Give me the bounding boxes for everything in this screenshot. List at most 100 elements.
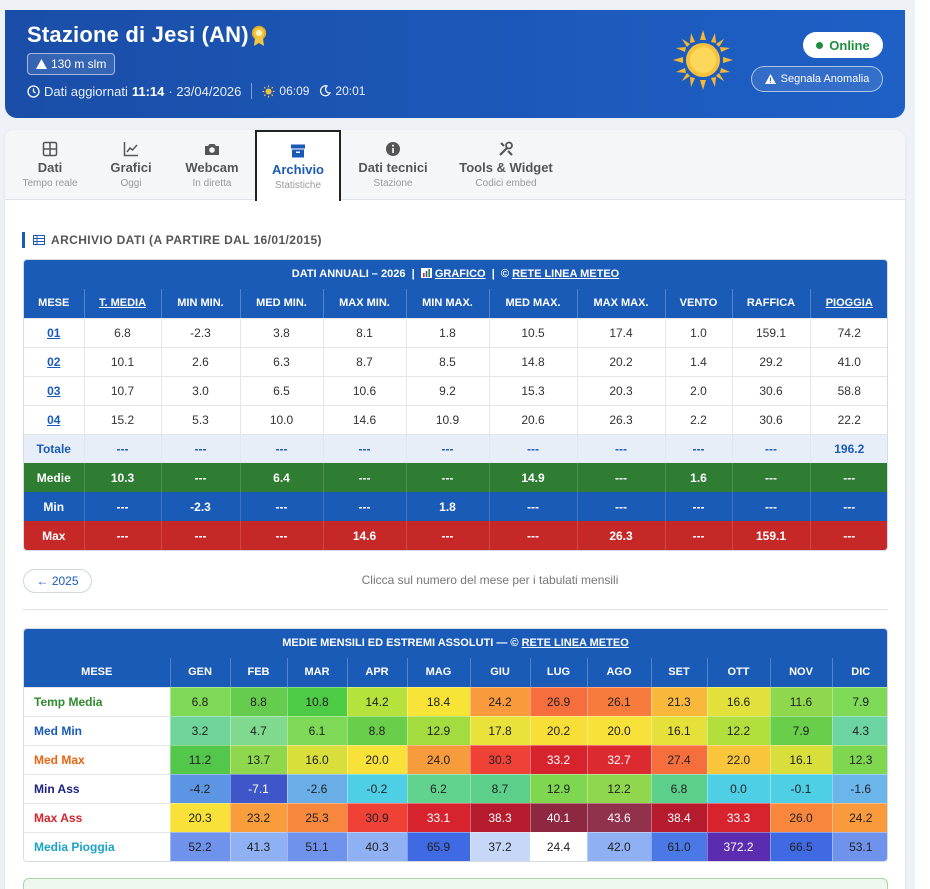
heat-cell: 12.3 [831, 744, 887, 774]
heat-cell: 12.9 [406, 715, 470, 745]
heat-cell: 4.3 [831, 715, 887, 745]
heat-cell: 51.1 [286, 831, 347, 861]
mountain-icon [36, 59, 47, 69]
previous-year-button[interactable]: ← 2025 [23, 569, 92, 593]
column-header: LUG [529, 658, 587, 687]
table-row: 02 10.1 2.6 6.3 8.7 8.5 14.8 20.2 1.4 29.2 41.0 [24, 346, 887, 376]
heat-cell: 53.1 [831, 831, 887, 861]
heat-cell: 25.3 [286, 802, 347, 832]
table-cell: 20.3 [576, 375, 665, 405]
column-header[interactable]: PIOGGIA [809, 289, 887, 318]
page-margin [915, 0, 930, 889]
table-cell: --- [576, 463, 665, 492]
section-title-text: ARCHIVIO DATI (A PARTIRE DAL 16/01/2015) [51, 233, 322, 247]
annual-table: MESE T. MEDIA MIN MIN. MED MIN. MAX MIN. MIN … [24, 289, 887, 550]
report-anomaly-button[interactable]: Segnala Anomalia [751, 66, 883, 92]
table-cell: 29.2 [731, 346, 810, 376]
archive-section-title: ARCHIVIO DATI (A PARTIRE DAL 16/01/2015) [22, 232, 322, 248]
table-cell: --- [405, 463, 489, 492]
heat-cell: 22.0 [706, 744, 770, 774]
heat-cell: 21.3 [650, 686, 707, 716]
sunrise-icon [262, 85, 275, 97]
month-link[interactable]: 04 [24, 404, 84, 434]
sunrise-time: 06:09 [279, 84, 310, 98]
table-cell: --- [239, 433, 323, 463]
tab-dati[interactable]: Dati Tempo reale [5, 130, 95, 200]
heat-cell: -2.6 [286, 773, 347, 803]
month-link[interactable]: 03 [24, 375, 84, 405]
updated-time: 11:14 [131, 83, 165, 99]
heat-cell: 8.7 [469, 773, 530, 803]
table-cell: --- [160, 433, 240, 463]
chart-link[interactable]: GRAFICO [434, 268, 486, 280]
heat-cell: 24.2 [831, 802, 887, 832]
tab-archivio[interactable]: Archivio Statistiche [255, 130, 341, 201]
table-cell: 14.6 [322, 404, 406, 434]
table-cell: 10.3 [83, 463, 161, 492]
table-cell: 30.6 [731, 404, 810, 434]
heat-cell: 10.8 [286, 686, 347, 716]
status-label: Online [829, 37, 870, 53]
row-label: Min Ass [24, 773, 170, 803]
info-box [23, 878, 888, 889]
table-cell: 30.6 [731, 375, 810, 405]
heat-cell: 26.1 [586, 686, 651, 716]
tab-bar: Dati Tempo reale Grafici Oggi Webcam In … [5, 130, 905, 201]
table-icon [33, 235, 45, 245]
tab-grafici[interactable]: Grafici Oggi [95, 130, 167, 200]
table-row: Media Pioggia 52.2 41.3 51.1 40.3 65.9 37.2 24.… [24, 831, 887, 861]
heat-cell: 38.4 [650, 802, 707, 832]
table-cell: --- [160, 463, 240, 492]
heat-cell: -4.2 [169, 773, 230, 803]
tab-label: Grafici [110, 160, 152, 175]
camera-icon [205, 144, 219, 155]
summary-row-min: Min --- -2.3 --- --- 1.8 --- --- --- --- --- [24, 492, 887, 521]
table-cell: --- [576, 492, 665, 521]
column-header[interactable]: T. MEDIA [83, 289, 161, 318]
source-link[interactable]: RETE LINEA METEO [521, 637, 629, 649]
month-link[interactable]: 01 [24, 317, 84, 347]
divider [251, 83, 253, 99]
tab-webcam[interactable]: Webcam In diretta [167, 130, 257, 200]
tab-dati-tecnici[interactable]: Dati tecnici Stazione [343, 130, 443, 200]
table-cell: 8.7 [322, 346, 406, 376]
monthly-averages-table: MEDIE MENSILI ED ESTREMI ASSOLUTI — © RE… [23, 628, 888, 862]
table-cell: --- [664, 433, 732, 463]
tab-tools-widget[interactable]: Tools & Widget Codici embed [443, 130, 569, 200]
table-cell: --- [576, 433, 665, 463]
tools-icon [499, 141, 513, 156]
source-link[interactable]: RETE LINEA METEO [512, 268, 620, 280]
month-link[interactable]: 02 [24, 346, 84, 376]
info-icon [386, 142, 400, 156]
column-header: MIN MIN. [160, 289, 240, 318]
heat-cell: 7.9 [769, 715, 832, 745]
table-cell: --- [83, 521, 161, 550]
heat-cell: 23.2 [229, 802, 287, 832]
table-cell: 3.8 [239, 317, 323, 347]
heat-cell: 12.2 [706, 715, 770, 745]
column-header: VENTO [664, 289, 732, 318]
monthly-header-row: MESE GEN FEB MAR APR MAG GIU LUG AGO SET OTT NOV DIC [24, 658, 887, 687]
tab-label: Archivio [271, 161, 324, 177]
column-header: MESE [24, 289, 84, 318]
table-cell: 196.2 [809, 433, 887, 463]
heat-cell: 24.4 [529, 831, 587, 861]
report-anomaly-label: Segnala Anomalia [780, 73, 870, 85]
table-cell: 10.6 [322, 375, 406, 405]
column-header: NOV [769, 658, 832, 687]
table-row: 04 15.2 5.3 10.0 14.6 10.9 20.6 26.3 2.2 30.6 22.2 [24, 404, 887, 434]
content-card: Dati Tempo reale Grafici Oggi Webcam In … [5, 130, 905, 889]
heat-cell: 6.1 [286, 715, 347, 745]
heat-cell: -0.2 [346, 773, 407, 803]
heat-cell: 12.2 [586, 773, 651, 803]
table-cell: 6.4 [239, 463, 323, 492]
table-cell: 20.2 [576, 346, 665, 376]
column-header: DIC [831, 658, 887, 687]
row-label: Med Min [24, 715, 170, 745]
table-cell: 6.8 [83, 317, 161, 347]
tab-sublabel: Tempo reale [22, 178, 78, 189]
column-header: RAFFICA [731, 289, 810, 318]
table-cell: 2.6 [160, 346, 240, 376]
heat-cell: 20.0 [586, 715, 651, 745]
column-header: OTT [706, 658, 770, 687]
